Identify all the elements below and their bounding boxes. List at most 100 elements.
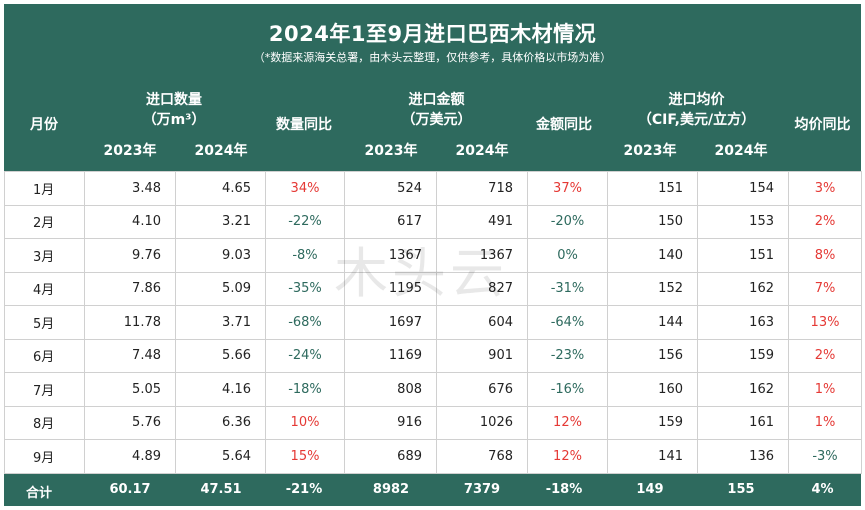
table-row: 7月 5.05 4.16 -18% 808 676 -16% 160 162 1% <box>4 372 862 407</box>
total-row: 合计 60.17 47.51 -21% 8982 7379 -18% 149 1… <box>4 474 861 506</box>
total-volume-2024: 47.51 <box>200 482 242 497</box>
total-volume-yoy: -21% <box>285 482 323 497</box>
total-label: 合计 <box>25 486 52 501</box>
title-band: 2024年1至9月进口巴西木材情况 （*数据来源海关总署，由木头云整理，仅供参考… <box>4 4 861 74</box>
cell-amount-2023: 1195 <box>344 271 437 306</box>
cell-volume-2024: 5.64 <box>175 439 266 474</box>
cell-volume-yoy: -18% <box>265 372 345 407</box>
cell-volume-2024: 3.71 <box>175 305 266 340</box>
cell-volume-yoy: 15% <box>265 439 345 474</box>
cell-amount-2023: 1169 <box>344 338 437 373</box>
cell-month: 9月 <box>4 439 85 474</box>
total-price-2023: 149 <box>636 482 664 497</box>
cell-price-2024: 163 <box>697 305 789 340</box>
cell-price-2023: 140 <box>607 238 698 273</box>
cell-amount-2023: 808 <box>344 372 437 407</box>
cell-volume-2023: 4.89 <box>84 439 176 474</box>
cell-price-2023: 141 <box>607 439 698 474</box>
cell-amount-2024: 768 <box>436 439 528 474</box>
cell-volume-yoy: -22% <box>265 204 345 239</box>
cell-month: 6月 <box>4 338 85 373</box>
cell-volume-2024: 5.66 <box>175 338 266 373</box>
cell-price-2023: 150 <box>607 204 698 239</box>
cell-volume-yoy: 34% <box>265 171 345 206</box>
cell-price-yoy: 2% <box>788 338 862 373</box>
cell-price-2023: 160 <box>607 372 698 407</box>
cell-amount-2023: 524 <box>344 171 437 206</box>
cell-amount-yoy: -20% <box>527 204 608 239</box>
report-table: 2024年1至9月进口巴西木材情况 （*数据来源海关总署，由木头云整理，仅供参考… <box>4 4 862 506</box>
cell-price-2024: 153 <box>697 204 789 239</box>
header-price-group: 进口均价 （CIF,美元/立方） <box>637 92 756 128</box>
table-row: 6月 7.48 5.66 -24% 1169 901 -23% 156 159 2% <box>4 338 862 373</box>
cell-month: 4月 <box>4 271 85 306</box>
cell-amount-yoy: 37% <box>527 171 608 206</box>
data-table: 1月 3.48 4.65 34% 524 718 37% 151 154 3% 2月 4.10 3.21… <box>4 171 862 474</box>
cell-amount-yoy: 0% <box>527 238 608 273</box>
cell-amount-yoy: -64% <box>527 305 608 340</box>
cell-price-2024: 161 <box>697 405 789 440</box>
header-price-yoy: 均价同比 <box>794 117 851 133</box>
cell-volume-2023: 4.10 <box>84 204 176 239</box>
cell-month: 5月 <box>4 305 85 340</box>
cell-amount-yoy: -23% <box>527 338 608 373</box>
cell-amount-2024: 676 <box>436 372 528 407</box>
header-month: 月份 <box>30 117 58 133</box>
cell-volume-yoy: 10% <box>265 405 345 440</box>
table-header: 月份 进口数量 （万m³） 2023年 2024年 数量同比 进口金额 （万美元… <box>4 74 861 171</box>
cell-month: 3月 <box>4 238 85 273</box>
cell-price-2024: 159 <box>697 338 789 373</box>
total-volume-2023: 60.17 <box>109 482 151 497</box>
cell-amount-2024: 1367 <box>436 238 528 273</box>
total-amount-2024: 7379 <box>463 482 501 497</box>
total-price-yoy: 4% <box>811 482 834 497</box>
header-price-2023: 2023年 <box>623 143 677 159</box>
header-volume-group: 进口数量 （万m³） <box>142 92 206 128</box>
cell-amount-2024: 491 <box>436 204 528 239</box>
page-title: 2024年1至9月进口巴西木材情况 <box>268 22 597 46</box>
cell-volume-2024: 6.36 <box>175 405 266 440</box>
table-row: 2月 4.10 3.21 -22% 617 491 -20% 150 153 2% <box>4 204 862 239</box>
cell-volume-2023: 9.76 <box>84 238 176 273</box>
header-volume-yoy: 数量同比 <box>276 117 332 133</box>
cell-amount-2024: 718 <box>436 171 528 206</box>
cell-price-2024: 136 <box>697 439 789 474</box>
table-row: 8月 5.76 6.36 10% 916 1026 12% 159 161 1% <box>4 405 862 440</box>
cell-volume-yoy: -68% <box>265 305 345 340</box>
cell-volume-2023: 7.86 <box>84 271 176 306</box>
cell-price-2023: 152 <box>607 271 698 306</box>
cell-amount-2023: 617 <box>344 204 437 239</box>
table-row: 3月 9.76 9.03 -8% 1367 1367 0% 140 151 8% <box>4 238 862 273</box>
cell-price-yoy: -3% <box>788 439 862 474</box>
page-subtitle: （*数据来源海关总署，由木头云整理，仅供参考，具体价格以市场为准） <box>253 51 612 64</box>
cell-price-yoy: 3% <box>788 171 862 206</box>
cell-month: 7月 <box>4 372 85 407</box>
cell-month: 1月 <box>4 171 85 206</box>
table-row: 4月 7.86 5.09 -35% 1195 827 -31% 152 162 7% <box>4 271 862 306</box>
table-row: 9月 4.89 5.64 15% 689 768 12% 141 136 -3% <box>4 439 862 474</box>
cell-month: 2月 <box>4 204 85 239</box>
cell-price-2024: 162 <box>697 372 789 407</box>
cell-price-yoy: 1% <box>788 372 862 407</box>
cell-amount-2023: 916 <box>344 405 437 440</box>
cell-price-2024: 162 <box>697 271 789 306</box>
cell-price-yoy: 8% <box>788 238 862 273</box>
cell-volume-2023: 5.05 <box>84 372 176 407</box>
cell-price-2023: 159 <box>607 405 698 440</box>
cell-amount-yoy: 12% <box>527 405 608 440</box>
cell-amount-2023: 689 <box>344 439 437 474</box>
table-row: 1月 3.48 4.65 34% 524 718 37% 151 154 3% <box>4 171 862 206</box>
cell-volume-2023: 7.48 <box>84 338 176 373</box>
total-price-2024: 155 <box>727 482 755 497</box>
cell-price-yoy: 13% <box>788 305 862 340</box>
cell-amount-yoy: 12% <box>527 439 608 474</box>
cell-amount-2024: 1026 <box>436 405 528 440</box>
header-volume-2023: 2023年 <box>103 143 157 159</box>
cell-volume-2023: 11.78 <box>84 305 176 340</box>
cell-amount-2024: 827 <box>436 271 528 306</box>
cell-price-yoy: 1% <box>788 405 862 440</box>
cell-volume-yoy: -24% <box>265 338 345 373</box>
cell-price-yoy: 7% <box>788 271 862 306</box>
cell-amount-yoy: -31% <box>527 271 608 306</box>
cell-price-2023: 144 <box>607 305 698 340</box>
